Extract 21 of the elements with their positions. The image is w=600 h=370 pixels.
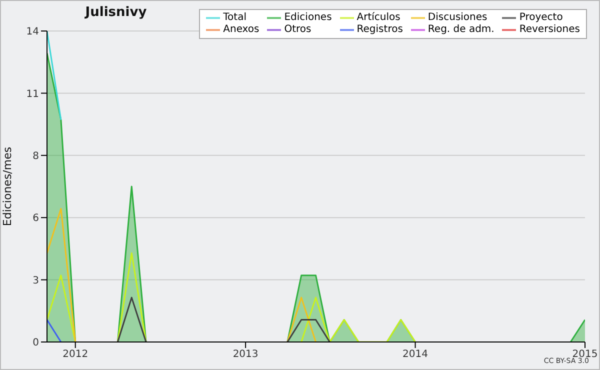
legend-label: Proyecto	[519, 12, 563, 24]
y-tick-label: 11	[26, 88, 39, 100]
legend-label: Reversiones	[519, 24, 580, 36]
x-tick-label: 2012	[62, 349, 88, 360]
legend-label: Anexos	[223, 24, 260, 36]
y-tick-label: 14	[26, 26, 39, 38]
y-tick-label: 0	[32, 338, 39, 349]
chart-title: Julisnivy	[84, 5, 148, 20]
legend-label: Registros	[356, 24, 403, 36]
legend-label: Discusiones	[428, 12, 488, 24]
y-tick-label: 8	[32, 150, 39, 162]
y-axis-title: Ediciones/mes	[0, 146, 14, 226]
legend-label: Reg. de adm.	[428, 24, 494, 36]
legend-label: Otros	[284, 24, 312, 36]
x-tick-label: 2014	[402, 349, 428, 360]
legend-label: Total	[223, 12, 246, 24]
y-tick-label: 6	[32, 213, 39, 224]
legend-label: Ediciones	[284, 12, 332, 24]
y-tick-label: 3	[32, 275, 39, 286]
legend-label: Artículos	[356, 12, 400, 24]
x-tick-label: 2013	[232, 349, 258, 360]
